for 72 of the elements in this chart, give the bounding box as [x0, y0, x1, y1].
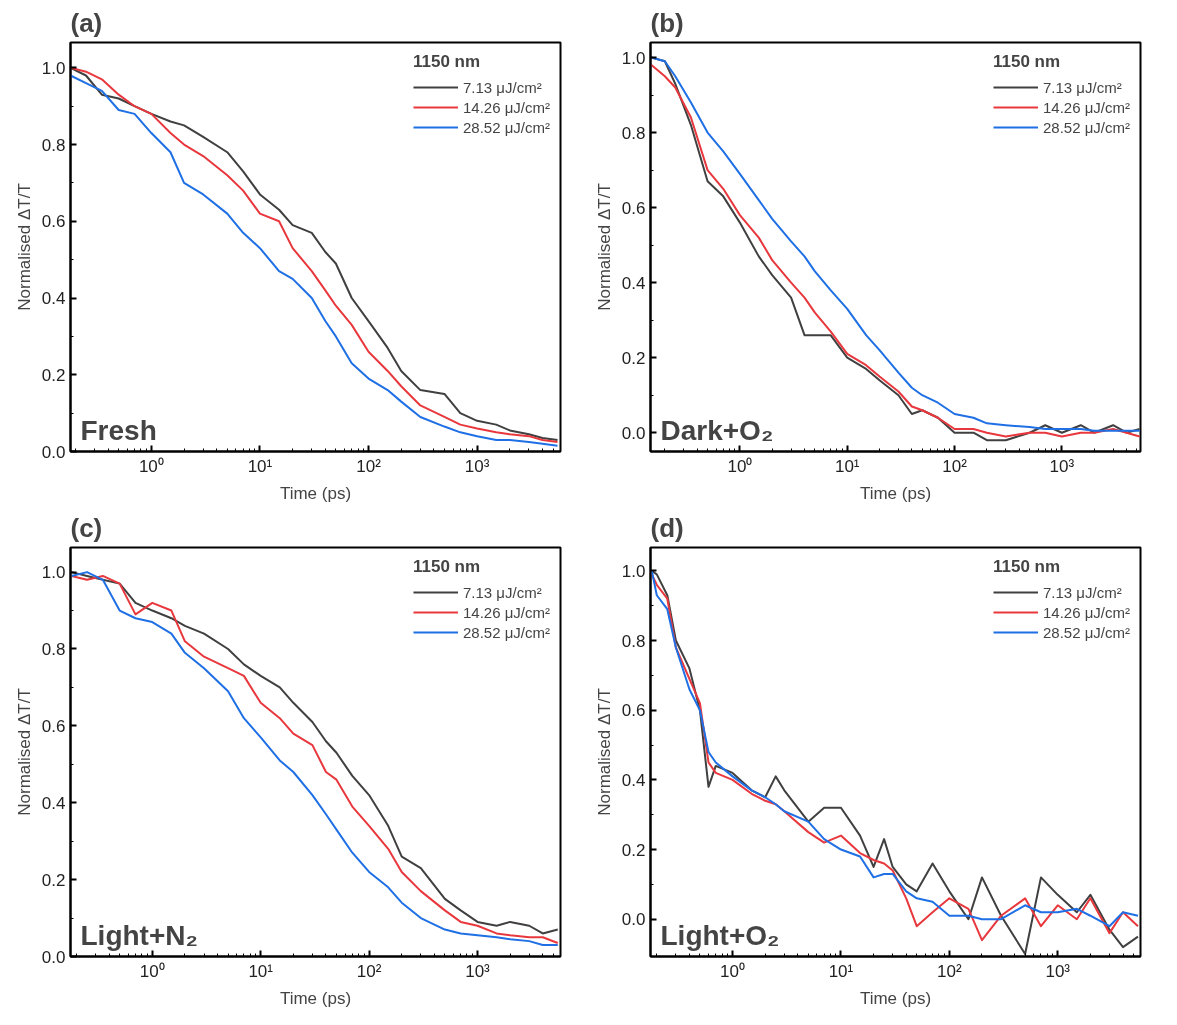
x-tick-label: 10⁰ — [138, 456, 164, 476]
x-axis-title: Time (ps) — [859, 988, 932, 1008]
annotation: Light+N₂ — [80, 919, 198, 951]
x-tick-label: 10² — [356, 961, 382, 981]
legend-label: 28.52 μJ/cm² — [462, 118, 550, 136]
legend-label: 14.26 μJ/cm² — [462, 603, 550, 621]
x-tick-label: 10¹ — [834, 456, 860, 476]
x-tick-label: 10⁰ — [727, 456, 753, 476]
legend-label: 28.52 μJ/cm² — [1042, 623, 1130, 641]
annotation: Dark+O₂ — [660, 414, 774, 446]
y-tick-label: 0.4 — [41, 793, 66, 813]
legend-label: 14.26 μJ/cm² — [1042, 98, 1130, 116]
y-axis-title: Normalised ΔT/T — [14, 183, 34, 311]
legend-label: 7.13 μJ/cm² — [462, 583, 542, 601]
x-tick-label: 10³ — [465, 961, 491, 981]
legend-title: 1150 nm — [992, 52, 1062, 72]
x-tick-label: 10⁰ — [720, 961, 746, 981]
y-tick-label: 0.6 — [621, 198, 646, 218]
y-tick-label: 1.0 — [621, 48, 646, 68]
y-tick-label: 0.4 — [41, 289, 66, 309]
legend-label: 28.52 μJ/cm² — [462, 623, 550, 641]
legend-label: 7.13 μJ/cm² — [462, 78, 542, 96]
y-tick-label: 1.0 — [41, 563, 66, 583]
y-tick-label: 0.2 — [41, 365, 66, 385]
y-tick-label: 0.8 — [621, 631, 646, 651]
y-axis-title: Normalised ΔT/T — [14, 688, 34, 816]
y-tick-label: 1.0 — [41, 58, 66, 78]
chart-title: (c) — [70, 512, 103, 543]
x-tick-label: 10² — [937, 961, 962, 981]
y-tick-label: 0.0 — [41, 947, 66, 967]
x-axis-title: Time (ps) — [279, 483, 352, 503]
chart-title: (d) — [650, 512, 684, 543]
legend-label: 14.26 μJ/cm² — [462, 98, 550, 116]
x-tick-label: 10¹ — [247, 456, 273, 476]
y-tick-label: 0.0 — [621, 910, 646, 930]
y-tick-label: 0.6 — [41, 212, 66, 232]
x-axis-title: Time (ps) — [279, 988, 352, 1008]
y-tick-label: 0.6 — [41, 716, 66, 736]
y-tick-label: 0.2 — [41, 870, 66, 890]
x-tick-label: 10³ — [1049, 456, 1075, 476]
chart-title: (a) — [70, 7, 103, 38]
y-tick-label: 0.8 — [41, 639, 66, 659]
y-tick-label: 0.8 — [621, 123, 646, 143]
annotation: Light+O₂ — [660, 919, 780, 951]
y-axis-title: Normalised ΔT/T — [594, 183, 614, 311]
legend-title: 1150 nm — [412, 557, 482, 577]
legend-label: 7.13 μJ/cm² — [1042, 78, 1122, 96]
legend-label: 28.52 μJ/cm² — [1042, 118, 1130, 136]
y-tick-label: 0.0 — [41, 442, 66, 462]
x-tick-label: 10³ — [1045, 961, 1071, 981]
y-tick-label: 0.0 — [621, 423, 646, 443]
x-tick-label: 10¹ — [248, 961, 274, 981]
y-tick-label: 0.2 — [621, 348, 646, 368]
legend-label: 14.26 μJ/cm² — [1042, 603, 1130, 621]
x-axis-title: Time (ps) — [859, 483, 932, 503]
annotation: Fresh — [80, 414, 157, 446]
y-tick-label: 0.4 — [621, 770, 646, 790]
legend-label: 7.13 μJ/cm² — [1042, 583, 1122, 601]
x-tick-label: 10⁰ — [139, 961, 165, 981]
y-tick-label: 0.6 — [621, 701, 646, 721]
y-tick-label: 0.4 — [621, 273, 646, 293]
x-tick-label: 10³ — [464, 456, 490, 476]
x-tick-label: 10¹ — [828, 961, 854, 981]
legend-title: 1150 nm — [412, 52, 482, 72]
y-tick-label: 0.8 — [41, 135, 66, 155]
y-tick-label: 1.0 — [621, 561, 646, 581]
x-tick-label: 10² — [942, 456, 968, 476]
y-axis-title: Normalised ΔT/T — [594, 688, 614, 816]
chart-title: (b) — [650, 7, 684, 38]
x-tick-label: 10² — [356, 456, 382, 476]
y-tick-label: 0.2 — [621, 840, 646, 860]
legend-title: 1150 nm — [992, 557, 1062, 577]
